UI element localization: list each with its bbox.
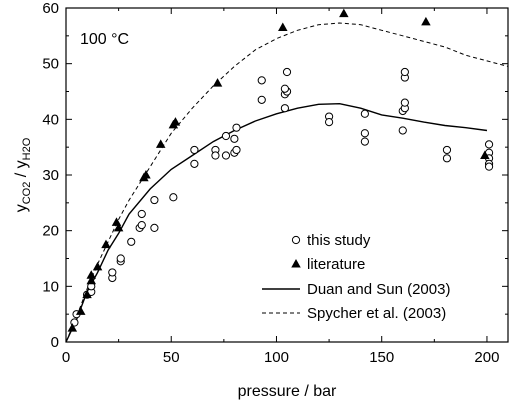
data-point-circle [360,137,369,146]
data-point-triangle [75,306,86,315]
data-point-triangle [212,78,223,87]
legend-label: Spycher et al. (2003) [307,305,446,322]
data-point-triangle [339,8,349,18]
legend-label: this study [307,232,371,249]
y-tick-label: 50 [42,56,59,73]
data-point-circle [137,209,146,219]
data-point-circle [137,221,146,230]
x-tick-label: 200 [474,349,499,366]
chart-annotation: 100 °C [80,31,129,48]
data-point-circle [400,98,409,107]
data-point-circle [116,254,125,263]
y-axis-label-sub1: CO2 [21,182,33,205]
data-point-triangle [278,22,288,31]
y-tick-label: 0 [51,334,59,351]
data-point-circle [150,223,159,232]
x-tick-label: 150 [369,349,394,366]
data-point-circle [280,104,289,113]
data-point-triangle [480,150,490,160]
data-point-circle [150,195,159,205]
x-tick-label: 50 [163,349,180,366]
data-point-circle [190,159,199,168]
data-point-triangle [86,275,97,285]
legend-label: Duan and Sun (2003) [307,281,450,298]
data-point-circle [232,145,241,155]
data-point-circle [257,95,266,104]
ticks-layer: 0 50 100 150 200 0 10 20 30 40 50 60 [42,0,508,366]
x-tick-label: 100 [264,349,289,366]
data-point-circle [360,109,369,118]
y-tick-label: 20 [42,223,59,240]
legend-symbol-triangle [291,259,301,268]
data-point-circle [324,118,334,127]
data-point-triangle [101,239,111,249]
data-point-circle [280,84,289,93]
y-axis-label-sep: / y [13,160,30,181]
data-point-triangle [82,289,92,299]
x-tick-label: 0 [62,349,70,366]
legend: this study literature Duan and Sun (2003) S… [262,232,450,322]
data-point-circle [484,140,494,149]
data-point-triangle [67,323,78,332]
data-point-circle [360,129,369,138]
data-point-circle [169,193,178,202]
data-point-triangle [92,261,103,271]
data-point-circle [211,151,220,160]
series-line-solid-line [65,102,488,343]
data-point-triangle [170,117,181,126]
data-point-circle [442,154,452,163]
legend-label: literature [307,256,365,273]
legend-symbol-circle [291,235,301,245]
y-tick-label: 30 [42,167,59,184]
y-axis-label-base: y [13,204,30,212]
y-axis-label: yCO2 / yH2O [13,137,33,212]
data-point-triangle [86,270,97,279]
data-point-circle [400,67,409,77]
y-axis-label-sub2: H2O [21,137,33,160]
data-point-circle [257,76,266,85]
data-point-triangle [421,16,431,26]
data-point-circle [398,126,407,135]
data-point-circle [484,162,494,171]
x-axis-label: pressure / bar [238,383,337,400]
data-point-circle [230,134,239,143]
data-point-triangle [155,139,166,148]
data-point-circle [108,268,117,277]
data-point-circle [221,131,231,141]
data-point-circle [127,237,136,246]
data-point-triangle [141,170,151,179]
data-point-triangle [113,222,124,232]
data-point-circle [221,151,231,160]
y-tick-label: 40 [42,111,59,128]
data-point-circle [190,145,199,155]
data-point-circle [232,123,241,132]
series-line-dashed-line [65,22,509,343]
data-point-circle [442,145,452,155]
data-point-circle [282,67,292,77]
series-layer [65,8,509,343]
y-tick-label: 60 [42,0,59,17]
y-tick-label: 10 [42,278,59,295]
